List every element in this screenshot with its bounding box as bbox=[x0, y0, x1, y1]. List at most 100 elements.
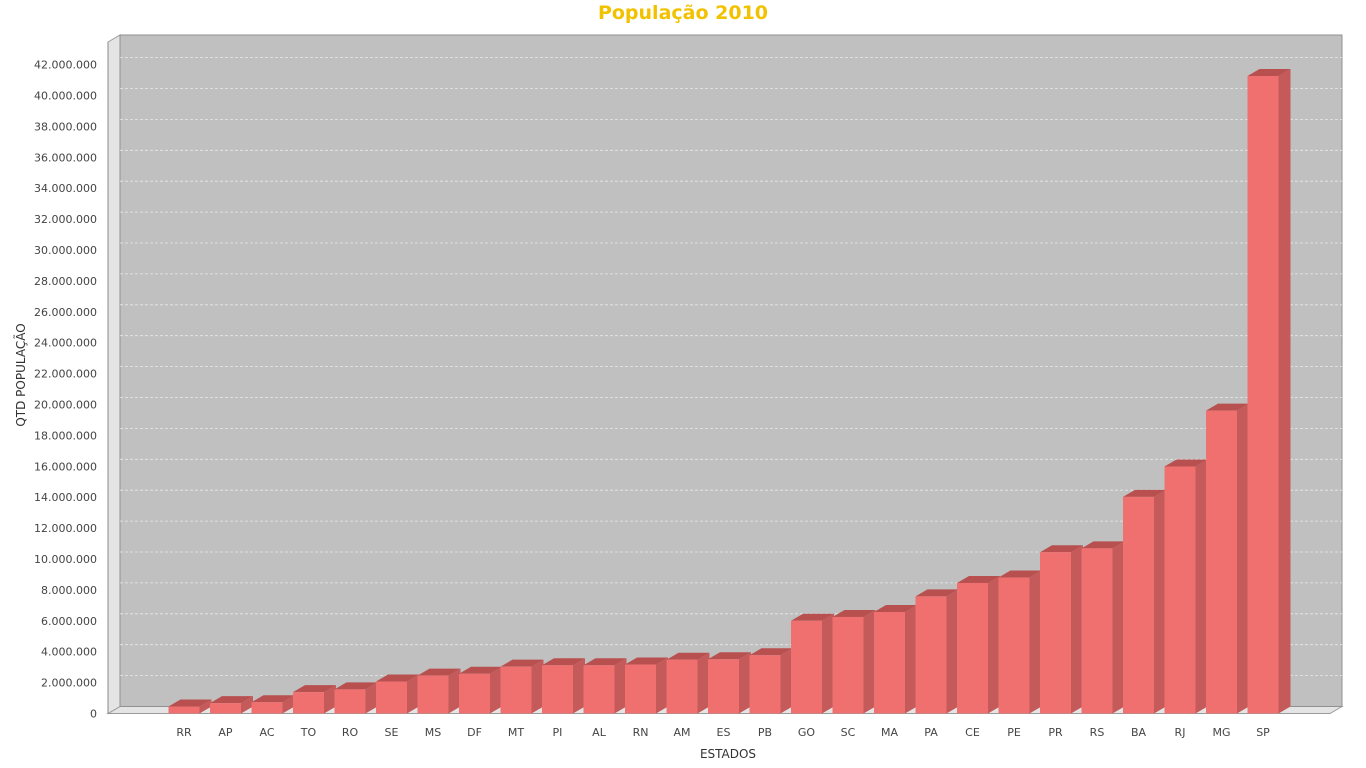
x-tick-label: RS bbox=[1090, 726, 1105, 739]
bar-side bbox=[863, 609, 876, 714]
bar-top bbox=[251, 695, 295, 703]
bar-front bbox=[334, 689, 366, 714]
x-tick-label: SE bbox=[385, 726, 399, 739]
bar-top bbox=[957, 575, 1000, 583]
bar-side bbox=[1029, 570, 1042, 714]
chart-title: População 2010 bbox=[597, 2, 769, 24]
y-tick-label: 40.000.000 bbox=[34, 90, 97, 103]
y-axis-label: QTD POPULAÇÃO bbox=[13, 323, 28, 426]
bar-top bbox=[376, 674, 419, 682]
bar-front bbox=[708, 659, 739, 714]
bar-top bbox=[832, 609, 876, 617]
bar-front bbox=[459, 673, 490, 714]
bar-RO bbox=[334, 682, 378, 714]
bar-front bbox=[832, 616, 864, 714]
y-tick-label: 16.000.000 bbox=[34, 460, 97, 473]
bar-side bbox=[573, 658, 585, 714]
bar-side bbox=[614, 658, 627, 714]
bar-AM bbox=[666, 652, 710, 714]
x-axis-label: ESTADOS bbox=[700, 747, 756, 761]
y-axis-ticks: 0 2.000.000 4.000.000 6.000.000 8.000.000 10.… bbox=[34, 42, 109, 721]
y-tick-label: 32.000.000 bbox=[34, 213, 97, 226]
x-tick-label: PB bbox=[758, 726, 772, 739]
y-tick-label: 14.000.000 bbox=[34, 491, 97, 504]
x-tick-label: TO bbox=[300, 726, 317, 739]
bar-GO bbox=[791, 613, 834, 714]
bar-MS bbox=[417, 668, 461, 714]
bar-PB bbox=[749, 648, 793, 714]
bar-side bbox=[697, 652, 710, 714]
y-tick-label: 0 bbox=[90, 708, 97, 721]
bar-front bbox=[998, 577, 1030, 714]
bar-TO bbox=[293, 685, 336, 714]
bar-top bbox=[500, 659, 544, 667]
bar-top bbox=[1247, 69, 1291, 77]
bar-top bbox=[791, 613, 834, 621]
bar-top bbox=[583, 658, 627, 666]
x-tick-label: BA bbox=[1131, 726, 1147, 739]
bar-top bbox=[1164, 459, 1208, 467]
bar-top bbox=[168, 699, 212, 707]
y-tick-label: 30.000.000 bbox=[34, 244, 97, 257]
bar-front bbox=[168, 706, 200, 714]
bar-CE bbox=[957, 575, 1000, 714]
x-tick-label: CE bbox=[965, 726, 980, 739]
bar-side bbox=[241, 696, 253, 714]
bar-top bbox=[542, 658, 585, 666]
x-tick-label: MA bbox=[881, 726, 898, 739]
x-tick-label: RN bbox=[633, 726, 649, 739]
bar-ES bbox=[708, 652, 751, 714]
y-tick-label: 34.000.000 bbox=[34, 182, 97, 195]
y-tick-label: 12.000.000 bbox=[34, 522, 97, 535]
bar-MT bbox=[500, 659, 544, 714]
x-tick-label: AL bbox=[592, 726, 607, 739]
bar-front bbox=[251, 702, 283, 714]
bar-front bbox=[1206, 410, 1237, 714]
bar-side bbox=[531, 659, 544, 714]
plot-left-wall bbox=[107, 34, 121, 715]
bar-top bbox=[1206, 403, 1249, 411]
y-tick-label: 20.000.000 bbox=[34, 399, 97, 412]
bar-front bbox=[874, 611, 905, 714]
bar-top bbox=[998, 570, 1042, 578]
bar-RJ bbox=[1164, 459, 1208, 714]
bar-top bbox=[417, 668, 461, 676]
bar-front bbox=[583, 665, 615, 714]
bar-top bbox=[915, 589, 959, 597]
bar-MA bbox=[874, 604, 917, 714]
y-tick-label: 36.000.000 bbox=[34, 151, 97, 164]
bar-side bbox=[407, 674, 419, 714]
bar-front bbox=[1081, 548, 1113, 714]
bar-RS bbox=[1081, 541, 1125, 714]
bar-front bbox=[542, 665, 573, 714]
y-tick-label: 22.000.000 bbox=[34, 368, 97, 381]
bar-PA bbox=[915, 589, 959, 714]
bar-front bbox=[915, 596, 947, 714]
bar-side bbox=[490, 666, 502, 714]
y-tick-label: 26.000.000 bbox=[34, 306, 97, 319]
y-tick-label: 18.000.000 bbox=[34, 429, 97, 442]
grid-lines bbox=[120, 57, 1342, 676]
bar-side bbox=[1154, 489, 1166, 714]
y-tick-label: 38.000.000 bbox=[34, 120, 97, 133]
bar-PR bbox=[1040, 545, 1083, 714]
bar-front bbox=[210, 703, 241, 714]
bar-top bbox=[293, 685, 336, 693]
x-tick-label: MS bbox=[425, 726, 441, 739]
y-tick-label: 4.000.000 bbox=[41, 646, 97, 659]
bar-top bbox=[1081, 541, 1125, 549]
x-tick-label: ES bbox=[717, 726, 731, 739]
x-tick-label: RO bbox=[342, 726, 359, 739]
bar-front bbox=[749, 655, 781, 714]
bar-front bbox=[417, 675, 449, 714]
x-tick-label: DF bbox=[467, 726, 482, 739]
bar-top bbox=[666, 652, 710, 660]
x-tick-label: AM bbox=[673, 726, 690, 739]
bar-side bbox=[988, 575, 1000, 714]
x-tick-label: PR bbox=[1048, 726, 1063, 739]
bar-front bbox=[625, 664, 656, 714]
bar-side bbox=[1071, 545, 1083, 714]
bar-top bbox=[334, 682, 378, 690]
y-tick-label: 28.000.000 bbox=[34, 275, 97, 288]
